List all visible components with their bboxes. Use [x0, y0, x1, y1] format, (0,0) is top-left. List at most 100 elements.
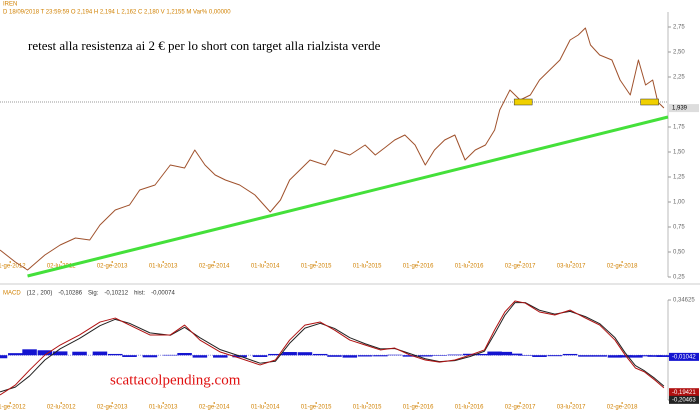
series-line — [0, 27, 665, 271]
histogram-bar — [252, 355, 268, 357]
histogram-bar — [517, 355, 533, 356]
legend-item: hist: — [134, 291, 145, 297]
x-tick-label: 02-ge-2014 — [199, 405, 230, 411]
histogram-bar — [72, 351, 87, 356]
highlight-marker — [640, 98, 659, 106]
last-value-box — [669, 104, 699, 113]
last-value-label: -0,20463 — [672, 397, 696, 403]
x-tick-label: 02-ge-2014 — [199, 264, 230, 270]
x-tick-label: 01-ge-2012 — [0, 405, 26, 411]
y-tick-label: 1,75 — [673, 125, 685, 131]
histogram-bar — [357, 355, 373, 357]
histogram-bar — [0, 355, 8, 359]
y-tick-label: 0,50 — [673, 250, 685, 256]
legend-item: (12 , 200) — [27, 291, 53, 297]
y-tick-label: 2,75 — [673, 25, 685, 31]
x-tick-label: 01-lu-2015 — [353, 405, 382, 411]
last-value-box — [669, 388, 699, 397]
histogram-bar — [578, 355, 593, 357]
y-tick-label: 2,25 — [673, 75, 685, 81]
y-tick-label: 2,50 — [673, 50, 685, 56]
histogram-bar — [192, 355, 208, 358]
y-tick-label: 0,75 — [673, 225, 685, 231]
y-tick-label: 0,25 — [673, 275, 685, 281]
histogram-bar — [497, 351, 513, 356]
histogram-bar — [107, 353, 123, 356]
series-line — [27, 115, 669, 278]
histogram-bar — [477, 353, 492, 356]
watermark: scattacolpending.com — [110, 372, 241, 388]
histogram-bar — [92, 351, 108, 356]
histogram-bar — [547, 355, 563, 357]
histogram-bar — [628, 355, 643, 358]
legend-item: -0,10286 — [58, 291, 82, 297]
histogram-bar — [532, 355, 547, 357]
x-tick-label: 01-lu-2014 — [251, 264, 280, 270]
histogram-bar — [22, 349, 37, 356]
histogram-bar — [462, 353, 478, 356]
histogram-bar — [562, 353, 578, 356]
x-tick-label: 01-ge-2015 — [301, 264, 332, 270]
x-tick-label: 01-lu-2016 — [455, 264, 484, 270]
x-tick-label: 02-ge-2018 — [607, 405, 638, 411]
y-tick-label: 1,25 — [673, 175, 685, 181]
histogram-bar — [327, 355, 342, 357]
histogram-bar — [432, 355, 447, 356]
x-tick-label: 01-lu-2015 — [353, 264, 382, 270]
last-value-box — [669, 395, 699, 404]
legend-item: MACD — [3, 291, 21, 297]
y-tick-label: 0,34625 — [673, 298, 695, 304]
x-tick-label: 02-ge-2013 — [97, 264, 128, 270]
x-tick-label: 02-lu-2012 — [47, 405, 76, 411]
histogram-bar — [617, 355, 633, 358]
x-tick-label: 01-lu-2016 — [455, 405, 484, 411]
histogram-bar — [637, 355, 652, 357]
histogram-bar — [592, 355, 607, 357]
x-tick-label: 01-lu-2013 — [149, 405, 178, 411]
histogram-bar — [312, 353, 328, 356]
histogram-bar — [647, 355, 663, 357]
histogram-bar — [163, 354, 178, 356]
histogram-bar — [8, 353, 23, 356]
legend-item: Sig: — [88, 291, 99, 297]
histogram-bar — [282, 352, 297, 356]
x-tick-label: 01-ge-2016 — [403, 405, 434, 411]
last-value-label: 1,939 — [672, 106, 688, 112]
ohlc-info: D 18/09/2018 T 23:59:59 O 2,194 H 2,194 … — [3, 10, 231, 16]
histogram-bar — [122, 355, 137, 357]
histogram-bar — [268, 353, 283, 356]
histogram-bar — [177, 352, 192, 356]
legend-item: -0,00074 — [151, 291, 175, 297]
histogram-bar — [342, 355, 358, 358]
last-value-label: -0,19421 — [672, 390, 696, 396]
histogram-bar — [387, 354, 402, 356]
histogram-bar — [297, 352, 313, 356]
histogram-bar — [418, 355, 433, 357]
highlight-marker — [513, 98, 533, 106]
x-tick-label: 02-ge-2017 — [505, 264, 536, 270]
x-tick-label: 03-lu-2017 — [557, 405, 586, 411]
histogram-bar — [487, 351, 502, 356]
y-tick-label: 1,50 — [673, 150, 685, 156]
legend-item: -0,10212 — [104, 291, 128, 297]
y-tick-label: 1,00 — [673, 200, 685, 206]
histogram-bar — [507, 353, 523, 356]
histogram-bar — [402, 355, 418, 357]
histogram-bar — [656, 355, 672, 357]
last-value-box — [669, 352, 699, 361]
x-tick-label: 01-ge-2012 — [0, 264, 26, 270]
x-tick-label: 01-ge-2015 — [301, 405, 332, 411]
histogram-bar — [447, 354, 463, 356]
histogram-bar — [607, 355, 623, 358]
x-tick-label: 01-ge-2016 — [403, 264, 434, 270]
x-tick-label: 02-ge-2017 — [505, 405, 536, 411]
x-tick-label: 01-lu-2013 — [149, 264, 178, 270]
histogram-bar — [142, 355, 158, 358]
x-tick-label: 02-ge-2013 — [97, 405, 128, 411]
histogram-bar — [37, 350, 53, 356]
annotation: retest alla resistenza ai 2 € per lo sho… — [28, 38, 381, 53]
histogram-bar — [373, 355, 388, 357]
series-line — [0, 300, 665, 396]
